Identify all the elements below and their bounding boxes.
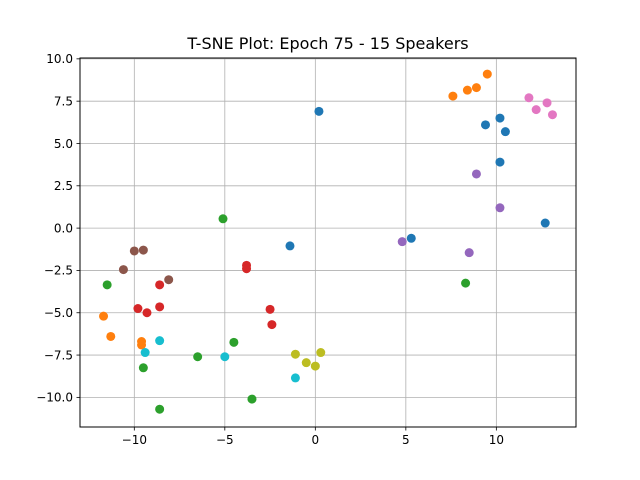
data-point [480,120,490,130]
data-points [99,69,557,414]
y-tick-label: −7.5 [44,348,73,362]
data-point [542,98,552,108]
data-point [406,233,416,243]
data-point [495,203,505,213]
data-point [138,363,148,373]
x-tick-label: −5 [216,433,234,447]
x-tick-label: 0 [312,433,320,447]
data-point [129,246,139,256]
x-tick-label: 10 [489,433,504,447]
y-tick-label: 0.0 [54,221,73,235]
data-point [495,157,505,167]
data-point [229,337,239,347]
y-tick-label: 5.0 [54,137,73,151]
data-point [133,304,143,314]
data-point [290,373,300,383]
series-6 [118,245,174,285]
data-point [471,169,481,179]
data-point [310,361,320,371]
y-tick-label: −10.0 [36,391,73,405]
y-tick-label: −5.0 [44,306,73,320]
data-point [220,352,230,362]
y-tick-label: 2.5 [54,179,73,193]
data-point [265,304,275,314]
data-point [102,280,112,290]
plot-frame [79,57,577,428]
data-point [285,241,295,251]
series-1 [285,106,550,251]
data-point [531,105,541,115]
data-point [397,237,407,247]
data-point [106,331,116,341]
data-point [314,106,324,116]
y-tick-label: −2.5 [44,264,73,278]
data-point [218,214,228,224]
grid-lines [80,58,576,427]
data-point [247,394,257,404]
data-point [137,340,147,350]
data-point [524,93,534,103]
data-point [242,264,252,274]
data-point [290,349,300,359]
data-point [193,352,203,362]
data-point [540,218,550,228]
chart-title: T-SNE Plot: Epoch 75 - 15 Speakers [186,34,468,53]
series-2 [99,69,492,350]
axes: −10 −5 0 5 10 −10.0 −7.5 −5.0 −2.5 0.0 2.5 5.0 7.5 10… [36,52,504,447]
data-point [448,91,458,101]
data-point [462,85,472,95]
series-8 [290,348,326,371]
y-tick-label: 7.5 [54,94,73,108]
data-point [142,308,152,318]
series-7 [524,93,557,120]
x-tick-label: −10 [122,433,147,447]
data-point [118,265,128,275]
data-point [164,275,174,285]
data-point [155,336,165,346]
series-5 [397,169,505,258]
data-point [155,404,165,414]
data-point [461,278,471,288]
data-point [482,69,492,79]
x-tick-label: 5 [402,433,410,447]
data-point [301,358,311,368]
series-4 [133,260,277,330]
series-3 [102,214,471,414]
data-point [155,280,165,290]
data-point [500,127,510,137]
series-9 [140,336,300,383]
data-point [495,113,505,123]
data-point [155,302,165,312]
data-point [547,110,557,120]
data-point [464,248,474,258]
data-point [316,348,326,358]
data-point [267,320,277,330]
data-point [99,311,109,321]
y-tick-label: 10.0 [46,52,73,66]
data-point [140,348,150,358]
data-point [138,245,148,255]
data-point [471,83,481,93]
